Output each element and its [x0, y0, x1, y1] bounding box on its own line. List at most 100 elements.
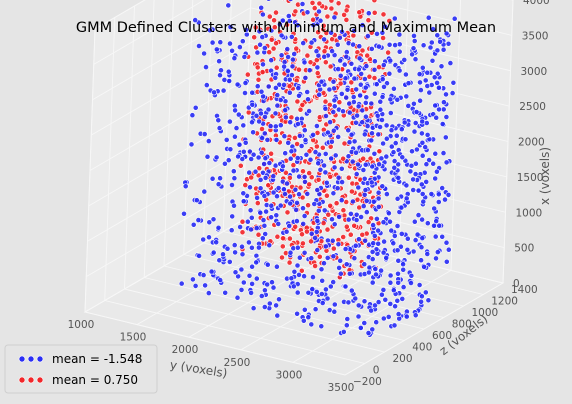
scatter-point-red: [280, 235, 286, 242]
z-tick-label: −200: [353, 376, 382, 388]
scatter-point-blue: [351, 27, 357, 34]
legend-marker-dot: [27, 376, 35, 384]
grid-line-x: [363, 0, 512, 36]
scatter-point-blue: [335, 133, 342, 140]
scatter-point-blue: [363, 197, 370, 204]
scatter-point-blue: [375, 203, 382, 210]
scatter-point-blue: [359, 119, 366, 126]
scatter-point-blue: [371, 58, 378, 65]
scatter-point-blue: [345, 127, 352, 134]
scatter-point-blue: [412, 237, 419, 243]
scatter-point-blue: [225, 2, 232, 9]
x-tick-label: 4000: [523, 0, 550, 7]
scatter-point-blue: [249, 280, 255, 287]
scatter-point-blue: [247, 207, 254, 214]
scatter-point-blue: [220, 87, 227, 94]
scatter-point-blue: [264, 136, 271, 143]
scatter-point-blue: [266, 300, 273, 307]
scatter-point-blue: [258, 149, 265, 156]
scatter-point-blue: [387, 110, 394, 116]
scatter-point-blue: [414, 231, 421, 238]
grid-line-x: [89, 78, 249, 171]
scatter-point-blue: [306, 108, 312, 114]
scatter-point-red: [341, 140, 348, 147]
scatter-point-blue: [277, 202, 284, 209]
scatter-point-red: [259, 69, 266, 75]
x-tick-label: 500: [514, 243, 534, 255]
scatter-point-blue: [313, 48, 320, 55]
scatter-point-red: [335, 0, 340, 1]
scatter-point-blue: [395, 311, 402, 317]
scatter-point-blue: [273, 263, 280, 270]
scatter-point-blue: [419, 216, 425, 223]
scatter-point-blue: [357, 324, 364, 331]
scatter-point-blue: [357, 81, 364, 88]
legend-entry-red: mean = 0.750: [18, 373, 138, 387]
scatter-point-blue: [369, 130, 375, 137]
scatter-point-blue: [341, 61, 348, 68]
scatter-point-blue: [355, 66, 362, 73]
scatter-point-blue: [302, 137, 309, 143]
scatter-point-blue: [287, 249, 294, 256]
scatter-point-blue: [287, 193, 293, 200]
scatter-point-blue: [443, 114, 450, 120]
scatter-point-blue: [327, 283, 334, 290]
scatter-point-blue: [436, 222, 443, 229]
scatter-point-blue: [388, 227, 395, 234]
scatter-point-blue: [431, 222, 437, 229]
scatter-point-red: [256, 165, 263, 172]
legend-label-blue: mean = -1.548: [52, 352, 142, 366]
scatter-point-blue: [275, 220, 282, 227]
scatter-point-blue: [395, 174, 402, 181]
scatter-point-blue: [330, 109, 337, 115]
scatter-point-blue: [192, 282, 199, 289]
scatter-point-blue: [369, 279, 376, 286]
scatter-point-blue: [216, 125, 223, 132]
scatter-point-blue: [331, 301, 338, 308]
scatter-point-blue: [196, 252, 202, 259]
scatter-point-blue: [232, 269, 239, 276]
scatter-point-blue: [355, 302, 362, 309]
scatter-point-blue: [258, 293, 265, 299]
scatter-point-blue: [428, 191, 435, 197]
scatter-point-blue: [435, 199, 442, 205]
scatter-point-blue: [332, 152, 339, 159]
scatter-point-blue: [234, 81, 241, 88]
scatter-point-blue: [358, 71, 365, 77]
scatter-point-blue: [296, 271, 302, 278]
scatter-point-blue: [210, 216, 217, 223]
scatter-point-blue: [249, 101, 256, 108]
scatter-point-blue: [342, 283, 349, 290]
scatter-point-blue: [386, 70, 393, 77]
scatter-point-blue: [361, 261, 368, 268]
scatter-point-blue: [305, 96, 311, 103]
scatter-point-blue: [440, 150, 447, 156]
x-tick-label: 3000: [521, 66, 548, 78]
scatter-point-blue: [294, 289, 301, 296]
scatter-point-blue: [272, 75, 279, 81]
scatter-point-blue: [424, 220, 431, 227]
scatter-point-blue: [317, 17, 324, 24]
scatter-point-blue: [285, 54, 291, 60]
scatter-point-blue: [402, 136, 409, 143]
scatter-point-blue: [249, 89, 256, 96]
scatter-point-blue: [291, 51, 298, 57]
scatter-point-blue: [322, 150, 329, 157]
scatter-point-red: [304, 52, 311, 59]
scatter-point-blue: [373, 271, 379, 278]
scatter-point-red: [254, 200, 261, 206]
scatter-point-blue: [423, 161, 430, 168]
scatter-point-blue: [266, 242, 273, 249]
scatter-point-blue: [365, 10, 372, 17]
scatter-point-blue: [417, 79, 423, 86]
scatter-point-blue: [330, 190, 337, 197]
scatter-point-blue: [206, 219, 213, 226]
scatter-point-blue: [239, 251, 246, 258]
scatter-point-blue: [336, 264, 342, 271]
scatter-point-blue: [227, 40, 233, 47]
scatter-point-blue: [258, 4, 265, 11]
y-tick-label: 2000: [172, 344, 199, 356]
scatter-point-blue: [411, 128, 418, 135]
scatter-point-red: [306, 181, 313, 188]
scatter-point-blue: [269, 279, 275, 286]
